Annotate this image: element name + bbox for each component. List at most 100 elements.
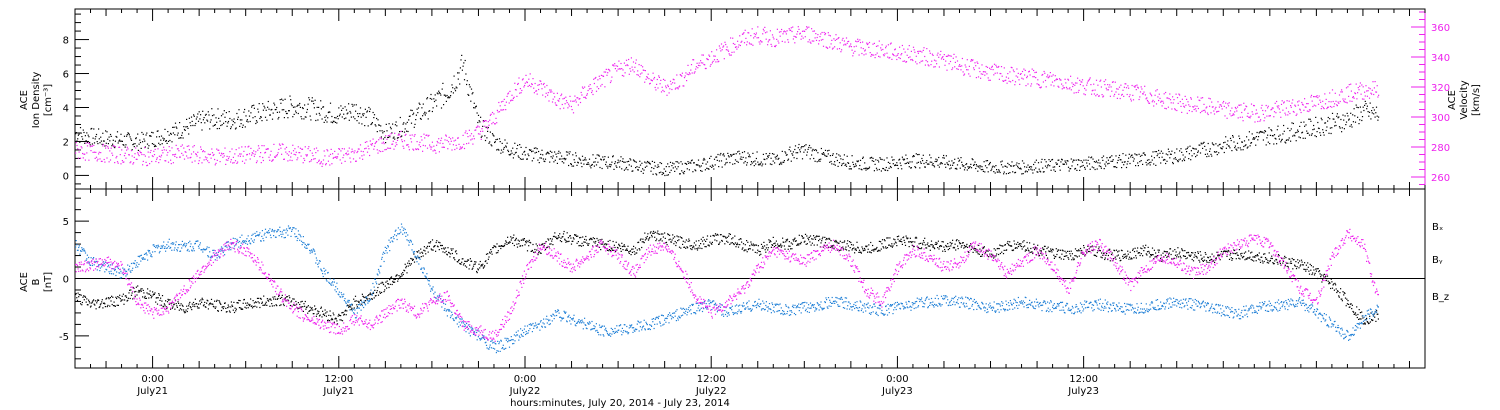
density-point [253, 107, 255, 109]
density-point [1091, 156, 1093, 158]
velocity-point [534, 82, 536, 85]
velocity-point [745, 37, 747, 39]
density-point [295, 112, 297, 114]
velocity-point [239, 153, 241, 155]
density-point [217, 108, 219, 110]
velocity-point [477, 125, 479, 127]
velocity-point [188, 149, 190, 151]
density-point [1015, 164, 1017, 166]
density-point [973, 163, 975, 166]
velocity-point [818, 40, 820, 42]
velocity-point [96, 160, 98, 162]
velocity-point [475, 129, 477, 131]
velocity-point [955, 56, 957, 58]
density-point [160, 139, 162, 141]
velocity-point [1319, 99, 1321, 101]
velocity-point [1257, 116, 1260, 118]
velocity-point [1004, 79, 1006, 82]
density-point [479, 121, 481, 123]
velocity-point [1068, 88, 1070, 90]
velocity-point [327, 160, 329, 162]
velocity-point [897, 53, 899, 55]
velocity-point [209, 154, 211, 156]
velocity-point [410, 141, 413, 143]
velocity-point [294, 148, 296, 150]
velocity-point [1336, 104, 1338, 106]
density-point [938, 156, 940, 159]
velocity-point [274, 156, 276, 158]
bx-point [84, 295, 86, 297]
bx-point [125, 296, 128, 298]
velocity-point [919, 50, 922, 52]
velocity-point [348, 153, 350, 155]
velocity-point [437, 142, 439, 144]
density-point [478, 120, 480, 122]
density-point [875, 167, 878, 169]
density-point [1180, 148, 1182, 150]
density-point [1251, 133, 1253, 135]
bx-point [657, 230, 659, 232]
density-point [759, 164, 761, 166]
density-point [535, 151, 538, 153]
velocity-point [964, 64, 966, 66]
velocity-point [748, 42, 750, 44]
bx-point [222, 306, 224, 308]
velocity-point [764, 32, 767, 34]
velocity-point [1133, 85, 1135, 87]
velocity-point [251, 152, 253, 154]
density-point [1128, 153, 1130, 155]
density-point [941, 163, 943, 165]
density-point [331, 115, 333, 118]
density-point [298, 104, 300, 106]
density-point [1374, 116, 1376, 118]
bx-point [505, 241, 507, 243]
bx-point [789, 245, 791, 247]
density-point [686, 163, 688, 165]
velocity-point [295, 154, 297, 156]
velocity-point [1311, 100, 1313, 102]
density-point [514, 142, 516, 144]
velocity-point [387, 147, 389, 149]
velocity-point [1108, 86, 1110, 88]
density-point [1076, 169, 1078, 171]
density-point [1153, 157, 1155, 159]
density-point [1174, 157, 1176, 159]
bx-point [152, 294, 154, 296]
velocity-point [447, 141, 450, 143]
velocity-point [162, 152, 164, 154]
velocity-point [1173, 99, 1175, 101]
bx-point [302, 310, 304, 312]
velocity-point [1241, 111, 1243, 114]
density-point [431, 98, 433, 100]
velocity-ytick-label: 280 [1431, 143, 1450, 154]
density-point [1151, 159, 1153, 161]
density-point [1188, 158, 1190, 160]
velocity-point [91, 145, 93, 147]
bx-point [147, 288, 149, 290]
velocity-point [436, 140, 438, 143]
velocity-point [1283, 101, 1285, 103]
velocity-point [1087, 80, 1089, 82]
bx-point [782, 237, 784, 239]
bx-point [250, 305, 252, 307]
velocity-point [658, 75, 660, 77]
bx-point [718, 243, 720, 245]
density-point [325, 119, 327, 121]
velocity-point [419, 146, 422, 148]
bottom-panel: -505 [59, 188, 1426, 369]
bx-point [373, 297, 375, 299]
velocity-point [327, 150, 329, 152]
velocity-point [1258, 116, 1260, 118]
density-point [86, 141, 89, 143]
bx-point [466, 266, 468, 268]
density-point [939, 163, 941, 165]
velocity-point [1106, 89, 1108, 91]
velocity-point [344, 160, 346, 162]
velocity-point [164, 160, 166, 162]
density-point [658, 172, 660, 174]
velocity-point [193, 151, 195, 153]
velocity-point [908, 57, 910, 59]
velocity-point [748, 32, 750, 34]
velocity-point [1320, 101, 1322, 103]
velocity-point [538, 84, 540, 86]
